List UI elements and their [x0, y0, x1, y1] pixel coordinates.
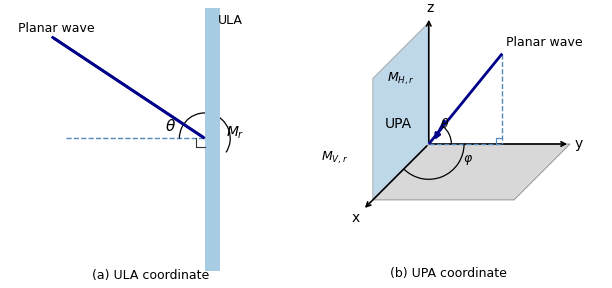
- Text: UPA: UPA: [384, 117, 412, 131]
- Bar: [205, 8, 220, 271]
- Text: (a) ULA coordinate: (a) ULA coordinate: [92, 269, 209, 283]
- Text: (b) UPA coordinate: (b) UPA coordinate: [390, 267, 507, 280]
- Text: ULA: ULA: [218, 14, 243, 27]
- Polygon shape: [373, 22, 429, 200]
- Text: Planar wave: Planar wave: [507, 36, 583, 49]
- Text: $M_{V,r}$: $M_{V,r}$: [321, 150, 349, 166]
- Text: $\varphi$: $\varphi$: [463, 153, 473, 166]
- Text: z: z: [427, 1, 434, 16]
- Text: x: x: [352, 211, 360, 226]
- Text: Planar wave: Planar wave: [18, 22, 94, 35]
- Text: y: y: [574, 137, 583, 151]
- Text: $\theta$: $\theta$: [165, 118, 176, 134]
- Text: $M_{H,r}$: $M_{H,r}$: [387, 71, 415, 87]
- Text: $\theta$: $\theta$: [439, 117, 449, 131]
- Text: $M_r$: $M_r$: [226, 124, 244, 141]
- Polygon shape: [373, 144, 570, 200]
